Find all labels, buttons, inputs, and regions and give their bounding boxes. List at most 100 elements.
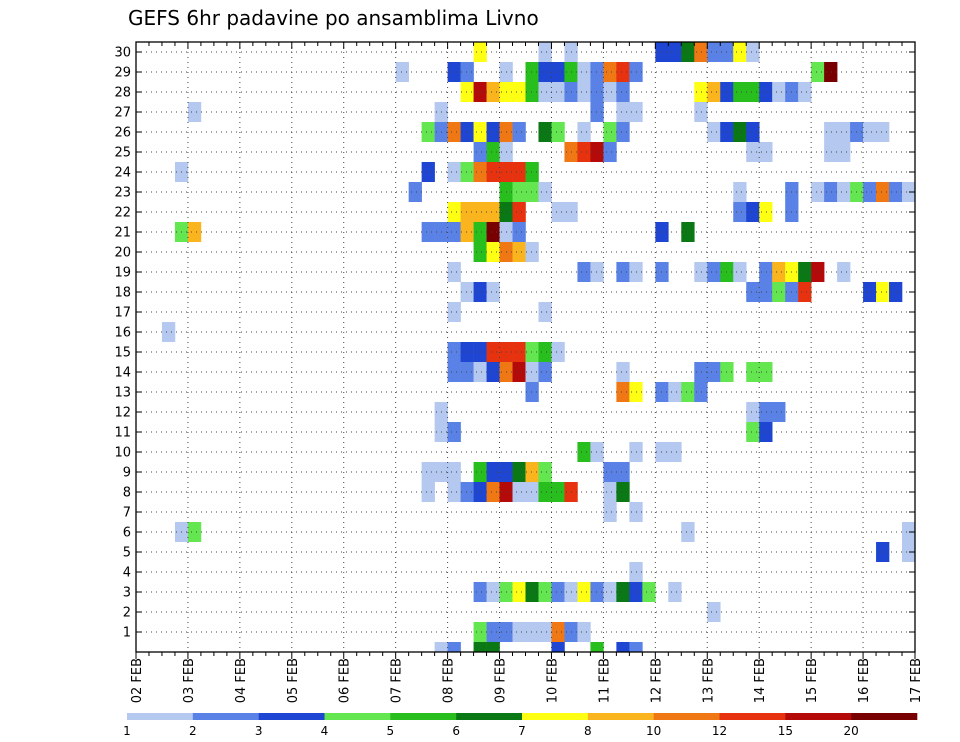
x-tick-label: 06 FEB [338,658,353,703]
heatmap-cell [486,202,500,222]
heatmap-cell [486,222,500,242]
x-tick-label: 04 FEB [234,658,249,703]
heatmap-cell [616,582,630,602]
heatmap-cell [512,362,526,382]
heatmap-cell [473,282,487,302]
heatmap-cell [746,402,760,422]
heatmap-cell [681,222,695,242]
heatmap-cell [577,62,591,82]
x-tick-label: 14 FEB [753,658,768,703]
heatmap-cell [551,622,565,642]
heatmap-cell [577,122,591,142]
heatmap-cell [616,262,630,282]
y-tick-label: 26 [114,126,131,141]
heatmap-cell [473,162,487,182]
y-tick-label: 23 [114,186,131,201]
heatmap-cell [772,82,786,102]
legend-swatch [258,713,325,720]
y-tick-label: 19 [114,266,131,281]
y-tick-label: 28 [114,86,131,101]
heatmap-cell [824,142,838,162]
y-tick-label: 12 [114,406,131,421]
heatmap-cell [161,322,176,342]
heatmap-cell [486,642,500,652]
heatmap-cell [551,342,565,362]
legend-swatch [785,713,852,720]
heatmap-cell [538,582,552,602]
heatmap-cell [486,242,500,262]
heatmap-cell [460,282,474,302]
heatmap-cell [746,282,760,302]
legend-label: 4 [321,724,329,738]
heatmap-cell [759,422,773,442]
heatmap-cell [538,342,552,362]
heatmap-cell [902,542,916,562]
heatmap-cell [486,142,500,162]
x-tick-label: 17 FEB [909,658,924,703]
heatmap-cell [603,502,617,522]
heatmap-cell [473,142,487,162]
heatmap-cell [460,362,474,382]
heatmap-cell [668,582,682,602]
heatmap-cell [616,482,630,502]
heatmap-cell [811,262,825,282]
x-tick-label: 05 FEB [286,658,301,703]
heatmap-cell [863,182,877,202]
y-tick-label: 15 [114,346,131,361]
heatmap-cell [538,302,552,322]
heatmap-cell [512,342,526,362]
legend-label: 12 [712,724,727,738]
heatmap-cell [551,122,565,142]
heatmap-cell [616,102,630,122]
heatmap-cell [525,362,539,382]
heatmap-cell [460,82,474,102]
heatmap-cell [460,62,474,82]
heatmap-cell [772,402,786,422]
y-tick-label: 9 [123,466,131,481]
heatmap-cell [616,642,630,652]
heatmap-cell [590,102,604,122]
heatmap-cell [551,582,565,602]
heatmap-cell [473,362,487,382]
heatmap-cell [603,482,617,502]
heatmap-cell [525,622,539,642]
heatmap-cell [746,42,760,62]
legend-swatch [719,713,786,720]
heatmap-cell [811,62,825,82]
y-tick-label: 18 [114,286,131,301]
heatmap-cell [733,202,747,222]
heatmap-cell [707,82,721,102]
heatmap-cell [447,462,461,482]
heatmap-cell [473,462,487,482]
heatmap-cell [447,342,461,362]
heatmap-cell [733,122,747,142]
heatmap-cell [460,222,474,242]
heatmap-cell [525,242,539,262]
x-tick-label: 02 FEB [130,658,145,703]
legend-swatch [390,713,457,720]
heatmap-cell [473,122,487,142]
y-tick-label: 21 [114,226,131,241]
heatmap-cell [421,122,435,142]
heatmap-cell [824,62,838,82]
y-tick-label: 24 [114,166,131,181]
y-tick-label: 11 [114,426,131,441]
heatmap-cell [538,42,552,62]
heatmap-cell [746,122,760,142]
y-tick-label: 22 [114,206,131,221]
heatmap-cell [486,622,500,642]
heatmap-cell [876,542,890,562]
heatmap-cell [616,122,630,142]
heatmap-cell [551,642,565,652]
heatmap-cell [824,122,838,142]
heatmap-cell [668,42,682,62]
heatmap-cell [551,202,565,222]
heatmap-cell [629,642,643,652]
heatmap-cell [473,242,487,262]
heatmap-cell [473,42,487,62]
heatmap-cell [486,342,500,362]
x-tick-label: 10 FEB [545,658,560,703]
heatmap-cell [707,42,721,62]
y-tick-label: 17 [114,306,131,321]
x-tick-label: 16 FEB [857,658,872,703]
